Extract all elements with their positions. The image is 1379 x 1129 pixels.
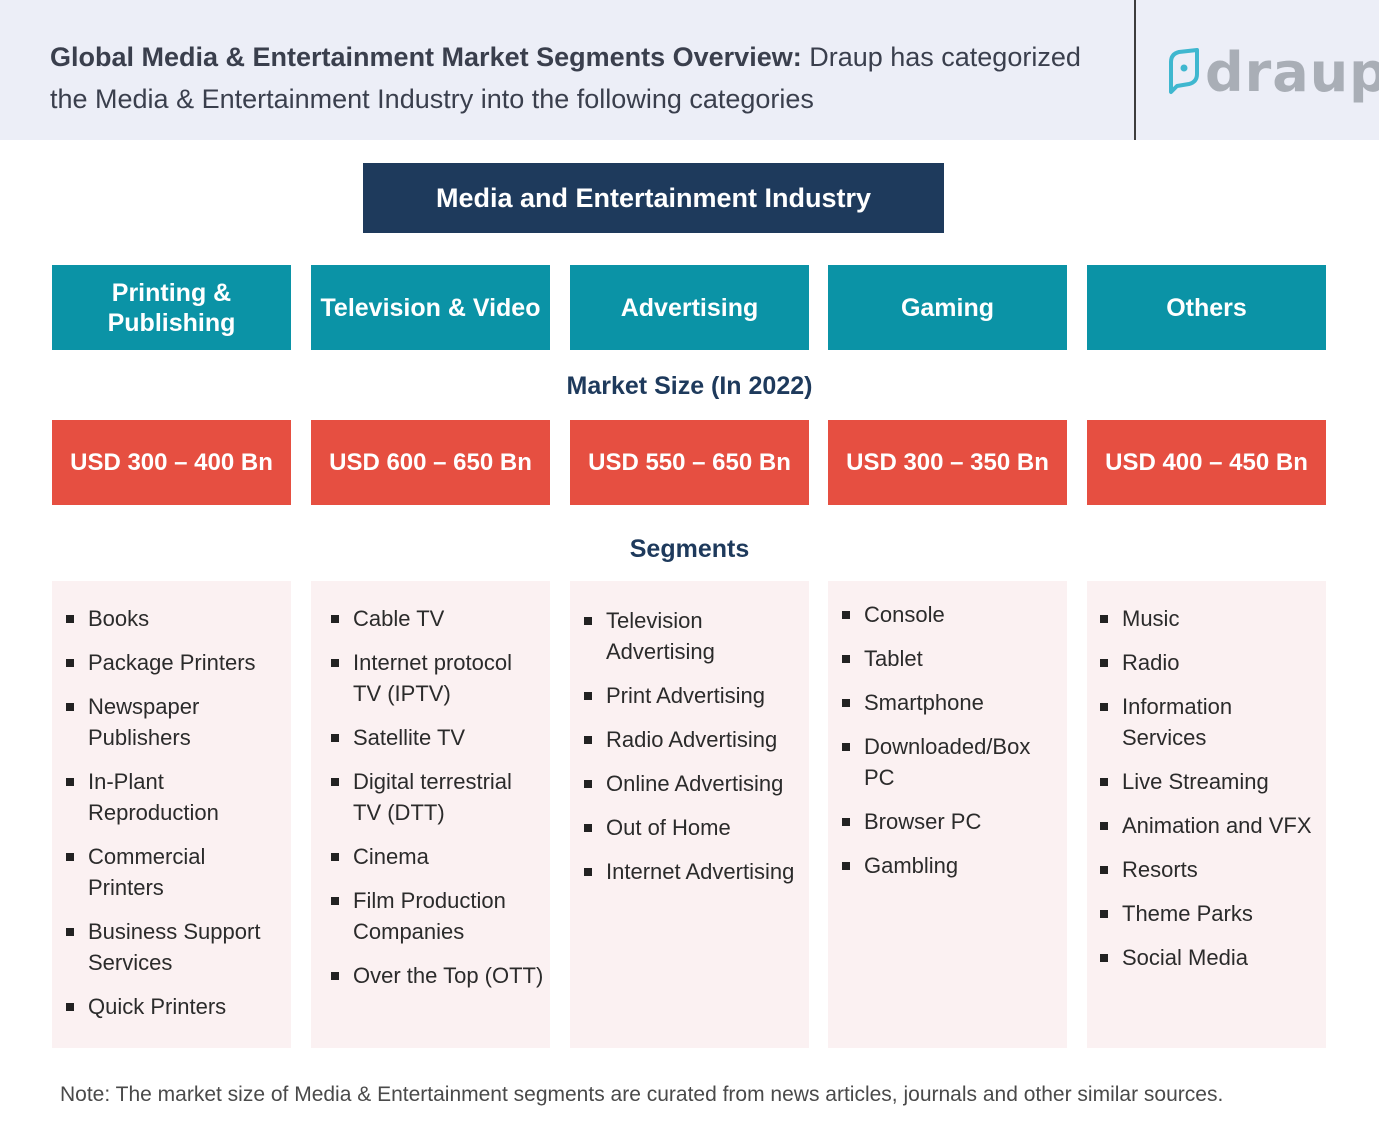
list-item: Out of Home: [584, 812, 803, 843]
list-item: Smartphone: [842, 687, 1061, 718]
list-item: Social Media: [1100, 942, 1320, 973]
list-item: Package Printers: [66, 647, 285, 678]
segments-others: Music Radio Information Services Live St…: [1087, 581, 1326, 1048]
header-banner: Global Media & Entertainment Market Segm…: [0, 0, 1379, 140]
list-item: Commercial Printers: [66, 841, 285, 903]
list-item: Console: [842, 599, 1061, 630]
market-size-others: USD 400 – 450 Bn: [1087, 420, 1326, 505]
segments-advertising: Television Advertising Print Advertising…: [570, 581, 809, 1048]
category-others: Others: [1087, 265, 1326, 350]
list-item: Theme Parks: [1100, 898, 1320, 929]
list-item: Newspaper Publishers: [66, 691, 285, 753]
market-size-printing-publishing: USD 300 – 400 Bn: [52, 420, 291, 505]
list-item: Radio Advertising: [584, 724, 803, 755]
page-title: Global Media & Entertainment Market Segm…: [50, 36, 1110, 120]
list-item: Print Advertising: [584, 680, 803, 711]
market-size-television-video: USD 600 – 650 Bn: [311, 420, 550, 505]
segment-list: Cable TV Internet protocol TV (IPTV) Sat…: [331, 603, 544, 1004]
list-item: Digital terrestrial TV (DTT): [331, 766, 544, 828]
list-item: Live Streaming: [1100, 766, 1320, 797]
segment-list: Books Package Printers Newspaper Publish…: [66, 603, 285, 1035]
list-item: Resorts: [1100, 854, 1320, 885]
list-item: Business Support Services: [66, 916, 285, 978]
list-item: Television Advertising: [584, 605, 803, 667]
list-item: Gambling: [842, 850, 1061, 881]
list-item: Internet Advertising: [584, 856, 803, 887]
list-item: Cinema: [331, 841, 544, 872]
page-title-rest: Draup has categorized the Media & Entert…: [50, 42, 1081, 114]
header-divider: [1134, 0, 1136, 140]
segments-gaming: Console Tablet Smartphone Downloaded/Box…: [828, 581, 1067, 1048]
draup-logo: draup: [1165, 40, 1379, 104]
market-size-gaming: USD 300 – 350 Bn: [828, 420, 1067, 505]
segment-list: Console Tablet Smartphone Downloaded/Box…: [842, 599, 1061, 894]
list-item: Information Services: [1100, 691, 1320, 753]
list-item: Radio: [1100, 647, 1320, 678]
industry-title-box: Media and Entertainment Industry: [363, 163, 944, 233]
list-item: Cable TV: [331, 603, 544, 634]
list-item: Tablet: [842, 643, 1061, 674]
segment-list: Television Advertising Print Advertising…: [584, 605, 803, 900]
category-television-video: Television & Video: [311, 265, 550, 350]
list-item: Books: [66, 603, 285, 634]
segments-television-video: Cable TV Internet protocol TV (IPTV) Sat…: [311, 581, 550, 1048]
list-item: Browser PC: [842, 806, 1061, 837]
list-item: Animation and VFX: [1100, 810, 1320, 841]
category-gaming: Gaming: [828, 265, 1067, 350]
list-item: Downloaded/Box PC: [842, 731, 1061, 793]
list-item: Internet protocol TV (IPTV): [331, 647, 544, 709]
draup-leaf-icon: [1169, 48, 1199, 94]
category-advertising: Advertising: [570, 265, 809, 350]
list-item: In-Plant Reproduction: [66, 766, 285, 828]
page-title-bold: Global Media & Entertainment Market Segm…: [50, 42, 802, 72]
list-item: Over the Top (OTT): [331, 960, 544, 991]
logo-wordmark: draup: [1205, 40, 1379, 104]
list-item: Quick Printers: [66, 991, 285, 1022]
segments-label: Segments: [629, 535, 750, 563]
list-item: Satellite TV: [331, 722, 544, 753]
list-item: Online Advertising: [584, 768, 803, 799]
segment-list: Music Radio Information Services Live St…: [1100, 603, 1320, 986]
market-size-advertising: USD 550 – 650 Bn: [570, 420, 809, 505]
list-item: Music: [1100, 603, 1320, 634]
market-size-label: Market Size (In 2022): [566, 372, 813, 400]
segments-printing-publishing: Books Package Printers Newspaper Publish…: [52, 581, 291, 1048]
list-item: Film Production Companies: [331, 885, 544, 947]
category-printing-publishing: Printing & Publishing: [52, 265, 291, 350]
footnote: Note: The market size of Media & Enterta…: [60, 1083, 1224, 1106]
